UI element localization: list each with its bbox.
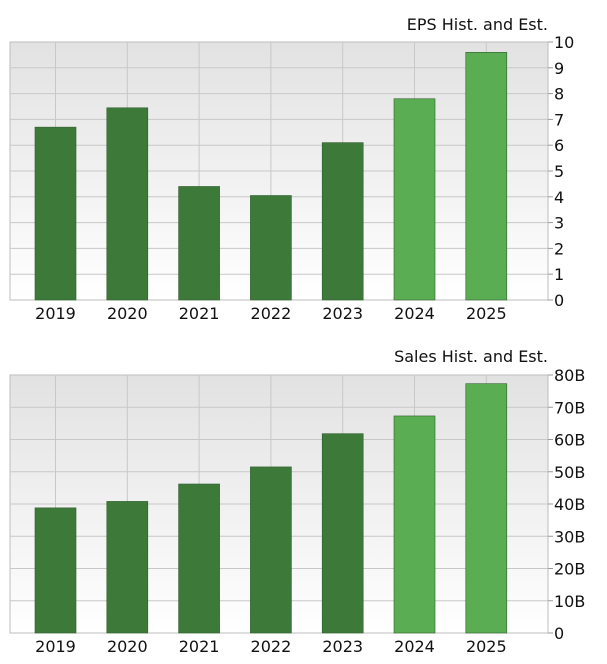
sales-bar-2022 — [250, 466, 292, 634]
eps-y-tick-label: 3 — [554, 214, 564, 233]
eps-x-tick-label: 2019 — [35, 304, 76, 323]
eps-x-tick-label: 2025 — [466, 304, 507, 323]
eps-y-tick-label: 0 — [554, 291, 564, 310]
eps-bars — [34, 52, 508, 301]
sales-chart: Sales Hist. and Est. 0 10B 20B 30B 40B 50B 60B… — [9, 347, 585, 656]
sales-bar-2025 — [465, 383, 508, 634]
eps-y-tick-label: 9 — [554, 59, 564, 78]
eps-bar-2022 — [250, 195, 292, 301]
sales-x-tick-label: 2021 — [179, 637, 220, 656]
sales-chart-title: Sales Hist. and Est. — [394, 347, 548, 366]
eps-y-tick-label: 7 — [554, 110, 564, 129]
eps-x-tick-label: 2023 — [322, 304, 363, 323]
sales-x-tick-label: 2022 — [251, 637, 292, 656]
sales-y-tick-label: 20B — [554, 560, 585, 579]
eps-y-tick-label: 2 — [554, 239, 564, 258]
eps-y-tick-label: 5 — [554, 162, 564, 181]
sales-bar-2024 — [393, 415, 436, 634]
sales-x-tick-label: 2025 — [466, 637, 507, 656]
eps-chart-title: EPS Hist. and Est. — [407, 15, 548, 34]
sales-y-axis: 0 10B 20B 30B 40B 50B 60B 70B 80B — [548, 366, 585, 643]
eps-y-tick-label: 8 — [554, 85, 564, 104]
eps-y-tick-label: 1 — [554, 265, 564, 284]
sales-y-tick-label: 0 — [554, 624, 564, 643]
sales-y-tick-label: 70B — [554, 398, 585, 417]
eps-bar-2023 — [321, 142, 364, 301]
eps-bar-2025 — [465, 52, 508, 301]
eps-x-axis: 2019 2020 2021 2022 2023 2024 2025 — [35, 304, 507, 323]
sales-x-axis: 2019 2020 2021 2022 2023 2024 2025 — [35, 637, 507, 656]
sales-y-tick-label: 50B — [554, 463, 585, 482]
eps-bar-2024 — [393, 98, 436, 301]
sales-y-tick-label: 80B — [554, 366, 585, 385]
sales-bar-2023 — [321, 433, 364, 634]
sales-bar-2021 — [178, 483, 220, 634]
eps-y-tick-label: 4 — [554, 188, 564, 207]
sales-y-tick-label: 40B — [554, 495, 585, 514]
eps-x-tick-label: 2024 — [394, 304, 435, 323]
sales-x-tick-label: 2023 — [322, 637, 363, 656]
eps-bar-2021 — [178, 186, 220, 301]
sales-y-tick-label: 10B — [554, 592, 585, 611]
sales-y-tick-label: 30B — [554, 527, 585, 546]
eps-x-tick-label: 2021 — [179, 304, 220, 323]
eps-x-tick-label: 2020 — [107, 304, 148, 323]
sales-x-tick-label: 2024 — [394, 637, 435, 656]
sales-x-tick-label: 2019 — [35, 637, 76, 656]
eps-x-tick-label: 2022 — [251, 304, 292, 323]
sales-y-tick-label: 60B — [554, 431, 585, 450]
eps-y-tick-label: 10 — [554, 33, 574, 52]
sales-x-tick-label: 2020 — [107, 637, 148, 656]
sales-bars — [34, 383, 508, 634]
eps-y-tick-label: 6 — [554, 136, 564, 155]
eps-chart: EPS Hist. and Est. 0 1 2 3 4 5 6 7 8 9 10 2019 2020… — [9, 15, 574, 323]
sales-bar-2020 — [106, 501, 149, 634]
sales-bar-2019 — [34, 507, 77, 634]
eps-y-axis: 0 1 2 3 4 5 6 7 8 9 10 — [548, 33, 574, 310]
eps-bar-2020 — [106, 107, 149, 301]
eps-bar-2019 — [34, 126, 77, 301]
